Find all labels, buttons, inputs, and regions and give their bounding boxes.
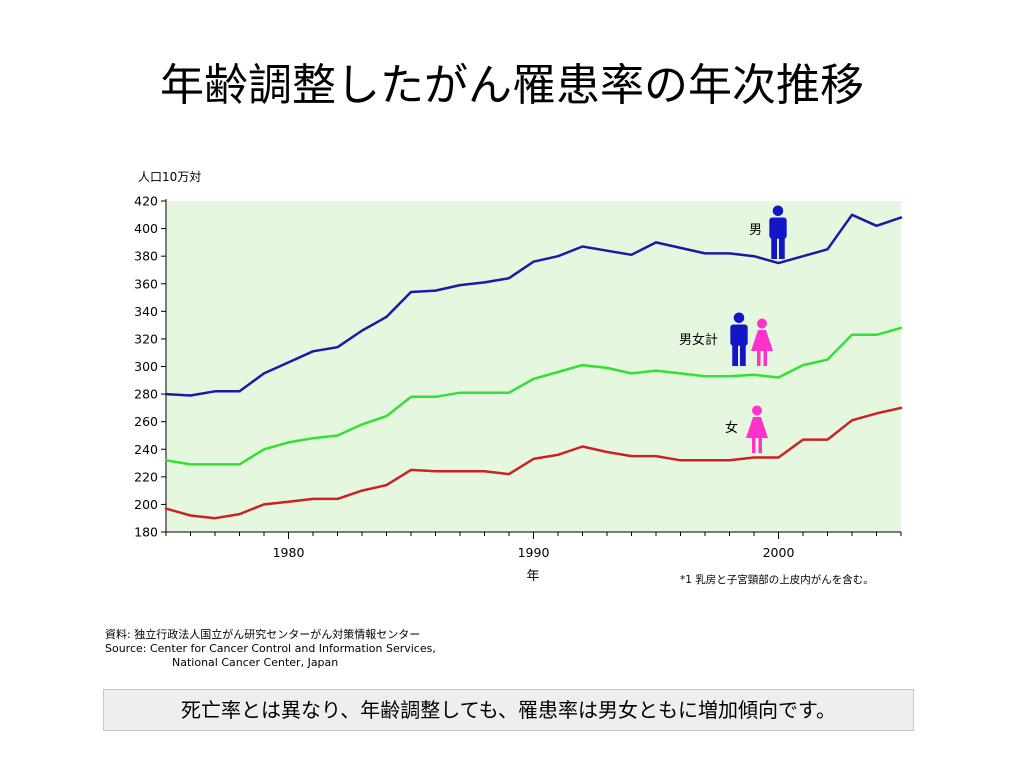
x-tick-label: 1980 <box>273 545 305 560</box>
incidence-line-chart: 180 200 220 240 260 280 300 320 340 360 380 400 420 1… <box>134 170 903 586</box>
y-axis-label: 人口10万対 <box>138 170 201 184</box>
female-icon <box>751 318 773 366</box>
female-icon <box>746 405 768 453</box>
footnote: *1 乳房と子宮頸部の上皮内がんを含む。 <box>680 573 874 586</box>
series-label-2: 女 <box>725 420 738 436</box>
y-tick-label: 200 <box>134 497 158 512</box>
y-tick-label: 320 <box>134 331 158 346</box>
x-tick-label: 1990 <box>518 545 550 560</box>
y-tick-label: 340 <box>134 304 158 319</box>
x-tick-label: 2000 <box>763 545 795 560</box>
male-icon <box>730 312 748 366</box>
axes: 180 200 220 240 260 280 300 320 340 360 380 400 420 1… <box>134 194 902 560</box>
caption-box: 死亡率とは異なり、年齢調整しても、罹患率は男女ともに増加傾向です。 <box>103 689 914 731</box>
y-tick-label: 360 <box>134 276 158 291</box>
y-tick-label: 220 <box>134 469 158 484</box>
series-label-0: 男 <box>749 223 762 238</box>
y-tick-label: 260 <box>134 414 158 429</box>
y-tick-label: 420 <box>134 194 158 209</box>
series-line-0 <box>164 213 903 397</box>
source-line-3: National Cancer Center, Japan <box>172 656 339 669</box>
y-tick-label: 280 <box>134 387 158 402</box>
series-line-1 <box>164 326 903 466</box>
y-tick-label: 240 <box>134 442 158 457</box>
plot-background <box>166 201 901 532</box>
series-layer <box>164 213 903 520</box>
male-icon <box>769 205 787 259</box>
y-tick-label: 300 <box>134 359 158 374</box>
y-tick-label: 400 <box>134 221 158 236</box>
source-line-2: Source: Center for Cancer Control and In… <box>105 642 436 655</box>
slide-title: 年齢調整したがん罹患率の年次推移 <box>160 60 864 111</box>
y-tick-label: 180 <box>134 525 158 540</box>
x-axis-label: 年 <box>526 569 539 584</box>
series-label-1: 男女計 <box>679 332 718 348</box>
series-line-2 <box>164 406 903 520</box>
y-tick-label: 380 <box>134 249 158 264</box>
source-line-1: 資料: 独立行政法人国立がん研究センターがん対策情報センター <box>105 628 421 641</box>
